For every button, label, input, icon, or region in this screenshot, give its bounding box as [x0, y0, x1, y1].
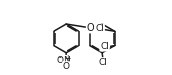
Text: O: O: [57, 56, 64, 65]
Text: +: +: [65, 54, 71, 63]
Text: Cl: Cl: [98, 58, 107, 67]
Text: O: O: [63, 62, 70, 71]
Text: N: N: [63, 56, 70, 65]
Text: O: O: [87, 23, 94, 33]
Text: Cl: Cl: [100, 42, 109, 51]
Text: Cl: Cl: [95, 24, 104, 33]
Text: -: -: [59, 53, 62, 62]
